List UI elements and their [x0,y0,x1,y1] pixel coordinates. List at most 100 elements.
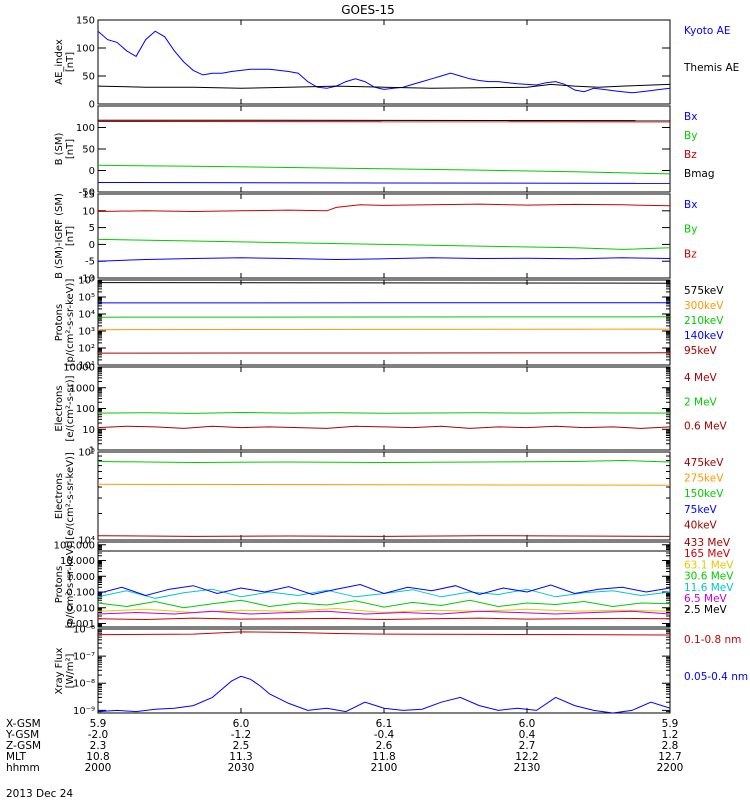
legend-entry: 40keV [684,519,718,531]
x-axis-row-value: 2130 [514,762,541,774]
panel-frame [97,366,671,451]
x-axis-row-value: 2.6 [376,740,393,752]
legend-entry: 30.6 MeV [684,571,734,583]
series-line-0-05-0-4-nm [98,675,670,713]
y-tick-label: 0 [89,100,95,111]
plot-title: GOES-15 [341,3,395,17]
x-axis-row-value: 0.4 [519,729,536,741]
x-axis-footer: X-GSM 5.9 6.0 6.1 6.0 5.9 Y-GSM -2.0 -1.2 -0.4 0.4… [5,718,683,774]
x-axis-row-value: 12.2 [515,751,538,763]
legend-entry: Kyoto AE [684,25,730,37]
legend-entry: 95keV [684,345,718,357]
x-axis-row-value: 2000 [85,762,112,774]
x-axis-row-value: 11.8 [372,751,395,763]
y-tick-label: 1 [89,446,95,457]
panel-frame [97,628,671,714]
y-tick-label: 10⁵ [78,293,95,304]
series-line-0-6-mev [98,425,670,429]
x-axis-row-label: hhmm [6,762,40,774]
series-line-themis-ae [98,83,670,89]
y-axis-label: [W/m²] [65,653,76,688]
y-tick-label: 1000 [70,383,95,394]
legend-entry: 433 MeV [684,537,731,549]
panel-frame [97,193,671,279]
y-tick-label: 10⁶ [78,276,95,287]
y-axis-label: [p/(cm²-s-sr-keV)] [65,279,76,367]
series-line-bx [98,182,670,184]
legend-entry: By [684,130,697,142]
y-tick-label: 150 [76,16,95,27]
legend-entry: 300keV [684,300,724,312]
series-line-63-1-mev [98,607,670,614]
series-line-2-mev [98,411,670,414]
legend-entry: 0.05-0.4 nm [684,671,748,683]
y-tick-label: 0.100 [66,588,95,599]
y-axis-label: Xray Flux [54,647,65,694]
y-tick-label: 0 [89,240,95,251]
y-tick-label: 10⁻⁶ [73,625,95,636]
series-line-6-5-mev [98,610,670,615]
x-axis-row-label: Z-GSM [6,740,41,752]
x-axis-row-value: 2200 [657,762,684,774]
legend-entry: 6.5 MeV [684,593,728,605]
y-axis-label: [nT] [65,139,76,159]
y-tick-label: 0.010 [66,603,95,614]
y-tick-label: 10⁻⁷ [73,652,95,663]
series-line-unnamed [98,583,670,597]
x-axis-row-value: 1.2 [662,729,679,741]
legend-entry: 75keV [684,504,718,516]
y-tick-label: 100 [76,44,95,55]
y-tick-label: 10² [78,344,95,355]
y-axis-label: Protons [54,566,65,603]
legend-entry: 165 MeV [684,548,731,560]
y-tick-label: 100 [76,404,95,415]
y-axis-label: B (SM)-IGRF (SM) [54,193,65,279]
y-tick-label: 100 [76,123,95,134]
panel-protons1: 10¹ 10² 10³ 10⁴ 10⁵ 10⁶ Protons [p/(cm²-s-sr-ke… [54,276,724,372]
y-axis-label: Electrons [54,473,65,519]
panel-xray: 10⁻⁹ 10⁻⁸ 10⁻⁷ 10⁻⁶ Xray Flux [W/m²] 0.1-0.8 n… [54,625,748,717]
x-axis-row-value: 12.7 [658,751,681,763]
panel-electrons1: 1 10 100 1000 10000 Electrons [e/(cm²-s-sr)] 4 … [54,363,728,457]
series-line-30-6-mev [98,599,670,609]
y-tick-label: 50 [82,72,95,83]
legend-entry: 0.1-0.8 nm [684,634,741,646]
series-line-575kev [98,282,670,284]
panel-frame [97,451,671,541]
legend-entry: 210keV [684,315,724,327]
series-line-0-1-0-8-nm [98,631,670,636]
y-tick-label: 10⁻⁹ [73,706,95,717]
x-axis-row-value: 2030 [228,762,255,774]
y-axis-label: AE_index [54,39,65,85]
y-tick-label: -5 [85,257,95,268]
y-tick-label: 10.000 [60,556,95,567]
series-line-40kev [98,535,670,537]
panel-bsm: -50 0 50 100 B (SM) [nT] Bx By Bz Bmag [54,105,715,199]
panel-frame [97,105,671,193]
legend-entry: 150keV [684,488,724,500]
y-axis-label: [nT] [65,226,76,246]
legend-entry: By [684,224,697,236]
x-axis-row-value: 6.0 [519,718,536,730]
x-axis-row-value: 2.8 [662,740,679,752]
x-axis-row-value: -2.0 [88,729,109,741]
y-tick-label: 0.001 [66,619,95,630]
y-tick-label: -50 [79,188,95,199]
y-tick-label: 10³ [78,327,95,338]
series-line-by [98,164,670,175]
x-axis-row-value: 10.8 [86,751,109,763]
legend-entry: 2.5 MeV [684,604,728,616]
series-line-275kev [98,483,670,486]
x-axis-row-value: 2.3 [90,740,107,752]
legend-entry: Bx [684,111,697,123]
x-axis-row-value: 2.5 [233,740,250,752]
y-axis-label: B (SM) [54,132,65,165]
legend-entry: Bmag [684,168,715,180]
x-axis-row-value: -1.2 [231,729,252,741]
y-tick-label: 10000 [63,363,95,374]
panel-frame [97,279,671,366]
y-tick-label: 1.000 [66,572,95,583]
y-tick-label: 15 [82,190,95,201]
y-axis-label: [e/(cm²-s-sr-keV)] [65,452,76,540]
